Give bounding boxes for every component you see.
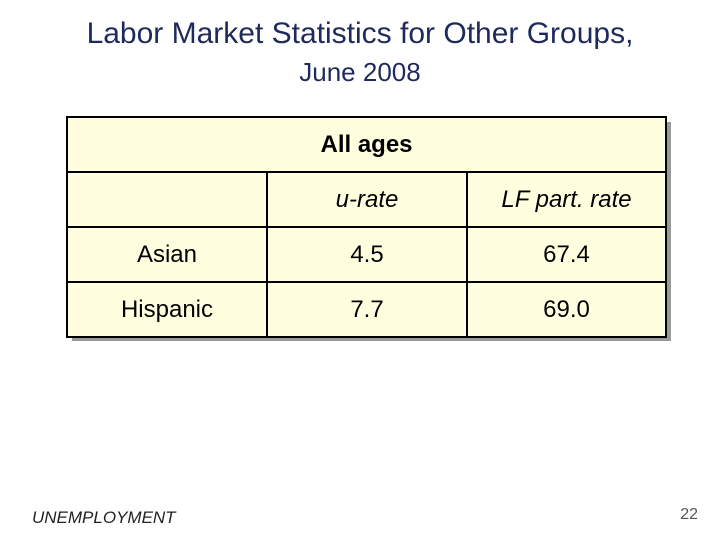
slide-title: Labor Market Statistics for Other Groups… (86, 17, 634, 50)
u-rate-cell: 7.7 (266, 281, 468, 338)
lf-part-rate-cell: 67.4 (465, 226, 668, 283)
u-rate-cell: 4.5 (266, 226, 468, 283)
lf-part-rate-cell: 69.0 (465, 281, 668, 338)
group-header-row: All ages (65, 116, 668, 173)
column-header-empty (66, 171, 268, 228)
column-header-lf-part-rate: LF part. rate (465, 171, 668, 228)
table-row: Hispanic 7.7 69.0 (66, 281, 668, 338)
slide-subtitle: June 2008 (299, 57, 421, 87)
page-number: 22 (680, 506, 698, 523)
section-label: UNEMPLOYMENT (32, 508, 176, 527)
group-header-cell: All ages (65, 116, 668, 173)
table-row: Asian 4.5 67.4 (66, 226, 668, 283)
row-label: Hispanic (66, 281, 268, 338)
labor-stats-table: All ages u-rate LF part. rate Asian 4.5 … (65, 116, 668, 338)
row-label: Asian (66, 226, 268, 283)
column-header-row: u-rate LF part. rate (66, 171, 668, 228)
column-header-u-rate: u-rate (266, 171, 468, 228)
